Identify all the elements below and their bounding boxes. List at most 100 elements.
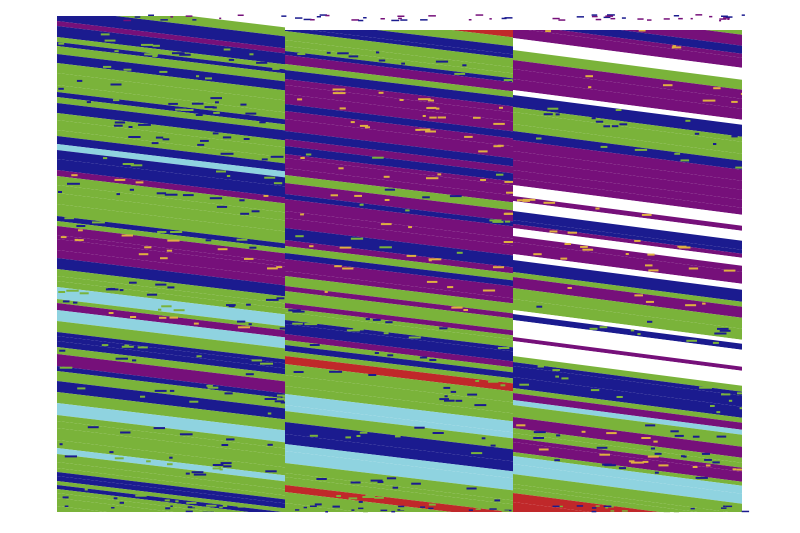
glitch-speck	[560, 257, 568, 260]
glitch-band	[513, 377, 742, 418]
glitch-band	[285, 139, 513, 174]
glitch-speck	[405, 209, 410, 212]
glitch-speck	[122, 163, 134, 165]
glitch-speck	[304, 323, 318, 326]
glitch-speck	[517, 199, 528, 202]
glitch-band	[285, 246, 513, 281]
glitch-speck	[101, 344, 109, 347]
glitch-speck	[249, 246, 257, 249]
glitch-speck	[169, 389, 175, 392]
glitch-band	[57, 481, 285, 512]
glitch-band	[57, 170, 285, 204]
glitch-speck	[175, 108, 187, 111]
glitch-speck	[243, 138, 250, 140]
glitch-speck	[119, 289, 124, 292]
glitch-speck	[705, 464, 711, 467]
glitch-speck	[350, 481, 361, 484]
glitch-speck	[114, 457, 124, 460]
glitch-speck	[158, 308, 162, 311]
glitch-speck	[193, 322, 199, 325]
glitch-band	[513, 405, 742, 447]
glitch-band	[285, 146, 513, 182]
glitch-speck	[330, 194, 338, 197]
glitch-speck	[580, 245, 588, 248]
glitch-speck	[256, 61, 268, 64]
glitch-speck	[645, 424, 656, 427]
glitch-speck	[567, 287, 572, 289]
edge-noise	[363, 17, 367, 19]
glitch-speck	[73, 301, 78, 304]
glitch-speck	[152, 44, 160, 47]
glitch-speck	[212, 132, 219, 135]
glitch-band	[285, 477, 513, 512]
glitch-speck	[439, 398, 449, 401]
glitch-speck	[187, 506, 195, 509]
edge-noise	[391, 19, 400, 22]
glitch-band	[57, 239, 285, 278]
glitch-speck	[64, 217, 75, 220]
edge-noise	[192, 506, 201, 508]
glitch-speck	[78, 229, 83, 232]
glitch-speck	[672, 45, 676, 48]
glitch-speck	[116, 193, 120, 196]
edge-noise	[64, 18, 68, 20]
glitch-speck	[58, 291, 66, 293]
glitch-speck	[383, 332, 389, 335]
glitch-band	[285, 422, 513, 462]
glitch-speck	[386, 477, 397, 480]
glitch-speck	[274, 400, 284, 403]
glitch-speck	[62, 496, 69, 499]
glitch-speck	[115, 357, 128, 360]
glitch-speck	[138, 123, 151, 126]
glitch-speck	[582, 248, 594, 251]
glitch-speck	[156, 192, 167, 195]
glitch-speck	[267, 412, 272, 415]
glitch-speck	[619, 123, 628, 126]
glitch-speck	[226, 438, 235, 441]
glitch-speck	[428, 258, 442, 261]
glitch-speck	[474, 404, 487, 407]
glitch-speck	[228, 58, 235, 61]
edge-noise	[303, 18, 312, 21]
glitch-speck	[481, 437, 486, 440]
edge-noise	[595, 18, 602, 21]
glitch-band	[285, 218, 513, 256]
glitch-band	[285, 104, 513, 139]
glitch-speck	[103, 65, 112, 68]
edge-noise	[637, 508, 645, 510]
edge-noise	[86, 510, 89, 512]
glitch-speck	[292, 310, 305, 313]
glitch-speck	[204, 106, 215, 109]
glitch-band	[57, 85, 285, 120]
edge-noise	[468, 19, 472, 21]
edge-noise	[719, 19, 722, 22]
glitch-speck	[506, 191, 513, 194]
glitch-speck	[130, 316, 137, 318]
glitch-band	[513, 272, 742, 307]
glitch-speck	[432, 432, 444, 434]
glitch-speck	[717, 327, 729, 330]
glitch-speck	[686, 339, 697, 342]
glitch-speck	[556, 434, 561, 437]
glitch-speck	[499, 106, 503, 109]
glitch-speck	[251, 210, 260, 213]
glitch-band	[57, 73, 285, 113]
glitch-speck	[205, 77, 212, 80]
glitch-speck	[387, 354, 394, 357]
glitch-speck	[293, 371, 304, 373]
glitch-speck	[454, 72, 466, 75]
edge-noise	[192, 19, 197, 21]
glitch-band	[620, 30, 742, 46]
glitch-speck	[348, 55, 359, 58]
glitch-band	[57, 454, 285, 490]
glitch-speck	[167, 286, 175, 289]
glitch-speck	[702, 99, 716, 102]
glitch-band	[57, 258, 285, 297]
edge-noise	[501, 17, 507, 20]
glitch-band	[513, 151, 742, 190]
edge-noise	[319, 507, 327, 510]
glitch-band	[513, 178, 742, 215]
glitch-speck	[504, 220, 511, 223]
glitch-band	[513, 140, 742, 181]
glitch-speck	[522, 198, 536, 201]
